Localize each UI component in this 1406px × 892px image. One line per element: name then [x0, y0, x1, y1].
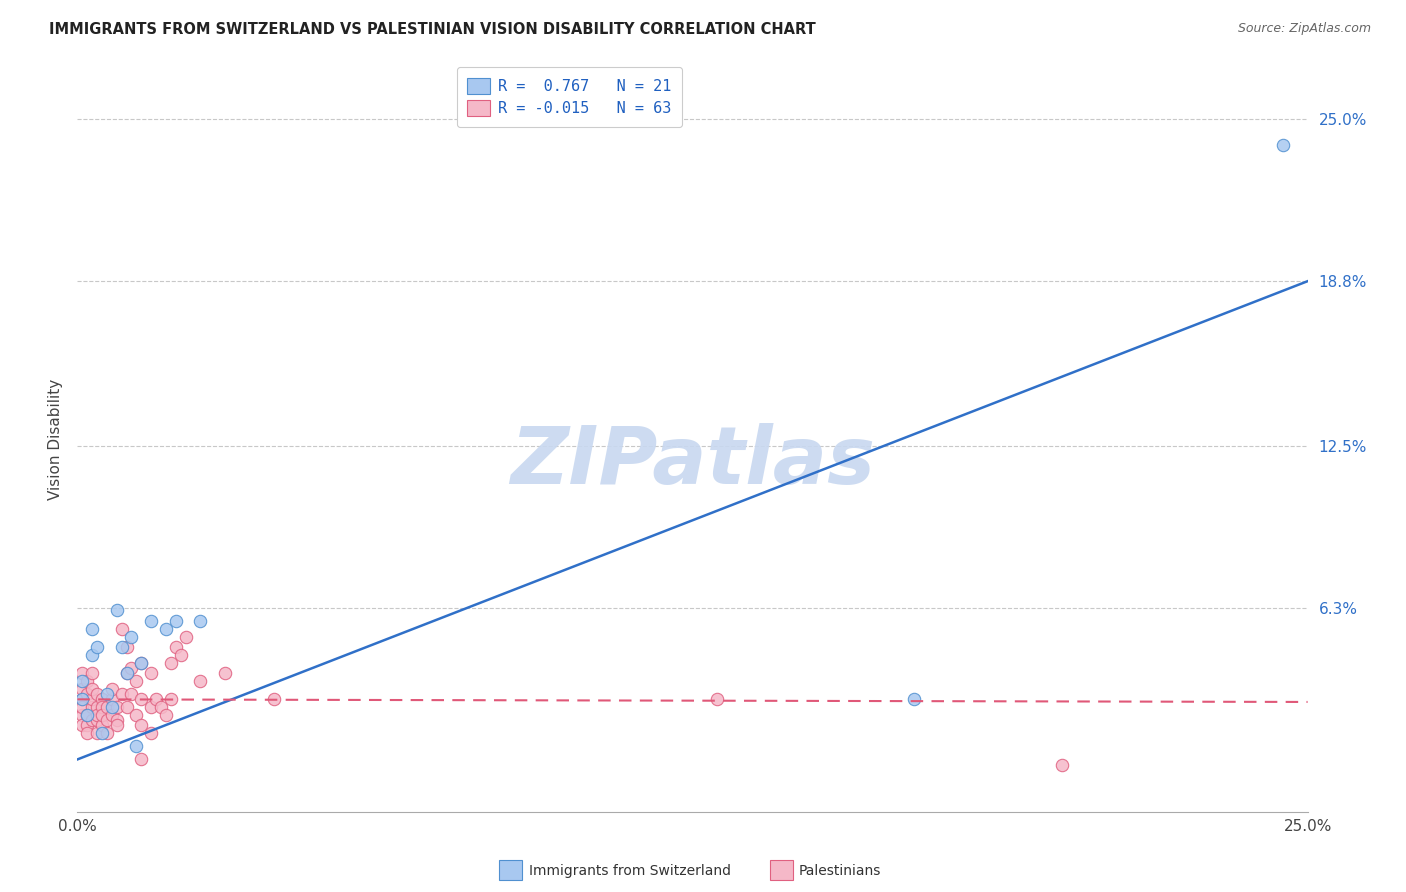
Point: [125, 674, 148, 689]
Point: [82, 622, 104, 636]
Point: [86, 708, 108, 723]
Point: [105, 700, 128, 714]
Y-axis label: Vision Disability: Vision Disability: [48, 379, 63, 500]
Point: [903, 692, 925, 706]
Point: [105, 718, 128, 732]
Point: [86, 687, 108, 701]
Text: IMMIGRANTS FROM SWITZERLAND VS PALESTINIAN VISION DISABILITY CORRELATION CHART: IMMIGRANTS FROM SWITZERLAND VS PALESTINI…: [49, 22, 815, 37]
Point: [129, 752, 153, 766]
Point: [105, 603, 128, 617]
Point: [121, 661, 143, 675]
Point: [160, 692, 183, 706]
Point: [101, 700, 124, 714]
Point: [96, 726, 118, 740]
Legend: R =  0.767   N = 21, R = -0.015   N = 63: R = 0.767 N = 21, R = -0.015 N = 63: [457, 67, 682, 128]
Point: [129, 692, 153, 706]
Text: ZIPatlas: ZIPatlas: [510, 423, 875, 500]
Point: [86, 640, 108, 654]
Point: [150, 700, 173, 714]
Point: [76, 708, 98, 723]
Point: [96, 713, 118, 727]
Point: [70, 692, 93, 706]
Point: [76, 726, 98, 740]
Point: [170, 648, 193, 662]
Point: [129, 656, 153, 670]
Point: [101, 692, 124, 706]
Point: [155, 708, 177, 723]
Point: [82, 713, 104, 727]
Point: [76, 718, 98, 732]
Point: [188, 614, 212, 628]
Point: [188, 674, 212, 689]
Point: [96, 700, 118, 714]
Point: [70, 708, 93, 723]
Point: [141, 726, 163, 740]
Point: [70, 681, 93, 696]
Point: [1050, 757, 1073, 772]
Point: [76, 674, 98, 689]
Point: [111, 687, 132, 701]
Point: [90, 700, 114, 714]
Point: [1272, 138, 1295, 153]
Point: [111, 640, 132, 654]
Point: [121, 630, 143, 644]
Point: [82, 666, 104, 681]
Point: [70, 700, 93, 714]
Point: [125, 739, 148, 754]
Text: Source: ZipAtlas.com: Source: ZipAtlas.com: [1237, 22, 1371, 36]
Point: [145, 692, 167, 706]
Point: [129, 718, 153, 732]
Point: [90, 718, 114, 732]
Point: [76, 687, 98, 701]
Point: [90, 708, 114, 723]
Point: [115, 666, 138, 681]
Point: [90, 692, 114, 706]
Point: [111, 622, 132, 636]
Point: [165, 614, 187, 628]
Point: [70, 692, 93, 706]
Point: [105, 713, 128, 727]
Point: [141, 666, 163, 681]
Point: [82, 681, 104, 696]
Point: [76, 708, 98, 723]
Point: [125, 708, 148, 723]
Point: [90, 726, 114, 740]
Point: [160, 656, 183, 670]
Point: [70, 674, 93, 689]
Point: [214, 666, 236, 681]
Point: [96, 687, 118, 701]
Point: [86, 700, 108, 714]
Point: [263, 692, 285, 706]
Point: [115, 640, 138, 654]
Point: [101, 708, 124, 723]
Point: [155, 622, 177, 636]
Point: [165, 640, 187, 654]
Point: [141, 614, 163, 628]
Text: Palestinians: Palestinians: [799, 863, 882, 878]
Point: [115, 666, 138, 681]
Point: [115, 700, 138, 714]
Point: [70, 666, 93, 681]
Text: Immigrants from Switzerland: Immigrants from Switzerland: [529, 863, 731, 878]
Point: [121, 687, 143, 701]
Point: [129, 656, 153, 670]
Point: [86, 713, 108, 727]
Point: [70, 718, 93, 732]
Point: [82, 648, 104, 662]
Point: [706, 692, 728, 706]
Point: [82, 692, 104, 706]
Point: [141, 700, 163, 714]
Point: [82, 700, 104, 714]
Point: [86, 726, 108, 740]
Point: [101, 681, 124, 696]
Point: [174, 630, 197, 644]
